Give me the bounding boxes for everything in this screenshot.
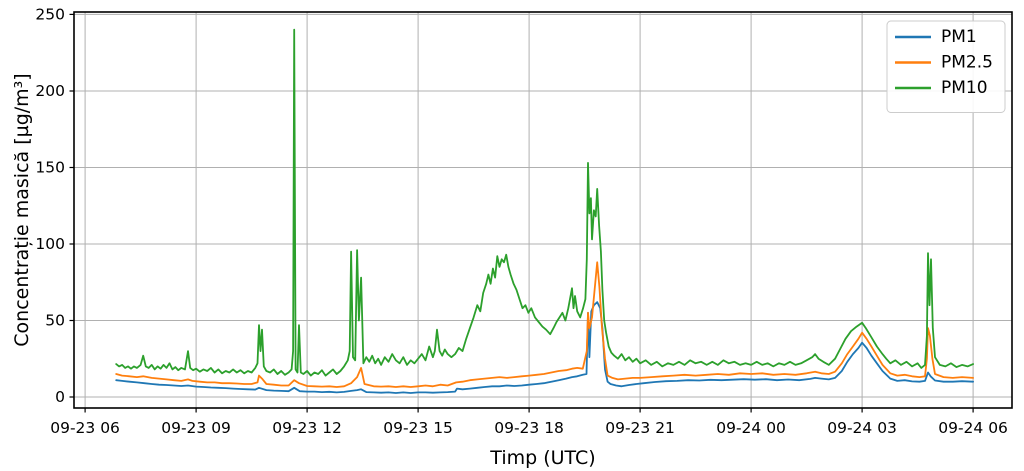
tick-layer: 09-23 06 09-23 09 09-23 12 09-23 15 09-23 18… — [35, 5, 1008, 437]
legend-item-pm25: PM2.5 — [895, 53, 993, 73]
legend-item-pm10: PM10 — [895, 78, 988, 98]
y-tick-label: 0 — [55, 388, 65, 406]
x-tick-label: 09-23 12 — [272, 419, 342, 437]
x-tick-label: 09-23 21 — [605, 419, 675, 437]
x-tick-label: 09-23 06 — [50, 419, 120, 437]
y-tick-label: 50 — [45, 312, 65, 330]
x-axis-title: Timp (UTC) — [489, 447, 595, 469]
y-axis-title: Concentrație masică [µg/m³] — [11, 73, 33, 346]
legend-item-pm1: PM1 — [895, 27, 977, 47]
legend-box — [886, 20, 1006, 113]
y-tick-label: 100 — [35, 235, 65, 253]
grid-layer — [74, 12, 1012, 408]
legend: PM1 PM2.5 PM10 — [886, 20, 1006, 113]
series-line-pm10 — [115, 28, 974, 377]
plot-border — [73, 11, 1013, 409]
x-tick-label: 09-24 03 — [827, 419, 897, 437]
x-tick-label: 09-24 06 — [938, 419, 1008, 437]
legend-label-pm10: PM10 — [941, 78, 988, 98]
series-line-pm25 — [115, 261, 974, 388]
y-tick-label: 250 — [35, 5, 65, 23]
y-tick-label: 200 — [35, 82, 65, 100]
x-tick-label: 09-23 18 — [494, 419, 564, 437]
series-layer — [115, 28, 974, 394]
series-line-pm1 — [115, 301, 974, 394]
x-tick-label: 09-24 00 — [716, 419, 786, 437]
x-tick-label: 09-23 15 — [383, 419, 453, 437]
y-tick-label: 150 — [35, 159, 65, 177]
legend-label-pm1: PM1 — [941, 27, 977, 47]
legend-label-pm25: PM2.5 — [941, 53, 993, 73]
x-tick-label: 09-23 09 — [161, 419, 231, 437]
